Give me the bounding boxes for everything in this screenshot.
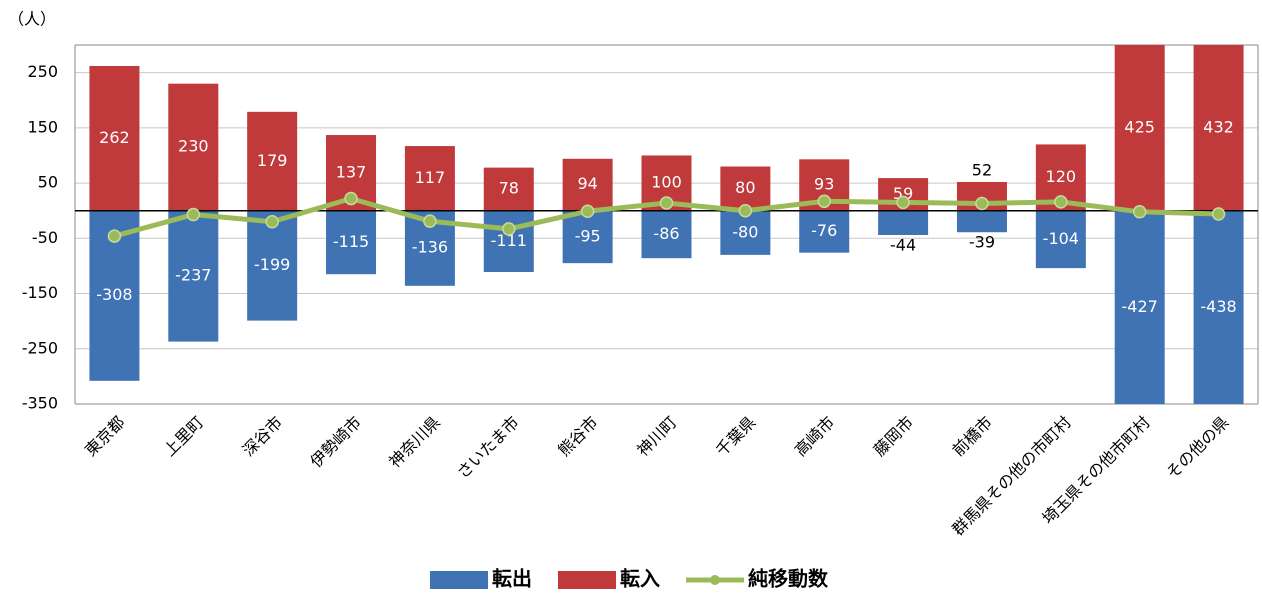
bar [956,210,1007,233]
bar [89,65,140,211]
x-tick-label: 上里町 [160,413,207,460]
x-tick-label: その他の県 [1163,413,1233,483]
data-label: 137 [336,162,367,181]
net-marker [423,214,437,228]
net-marker [186,207,201,222]
legend-label: 転出 [492,567,532,591]
data-label: -80 [732,222,758,241]
y-tick-label: 250 [27,62,58,81]
net-marker [659,196,674,210]
bar [1114,45,1165,211]
x-tick-label: さいたま市 [453,413,523,483]
data-label: -104 [1043,229,1079,248]
data-label: 80 [735,178,755,197]
bar [168,210,219,342]
data-label: 52 [972,160,992,179]
data-label: -95 [575,226,601,245]
bar [799,210,850,253]
data-label: -86 [653,224,679,243]
data-label: -136 [412,238,448,257]
x-tick-label: 神川町 [633,413,680,460]
x-tick-label: 熊谷市 [554,413,601,460]
data-label: -115 [333,232,369,251]
net-marker [265,214,279,229]
bar [404,146,455,211]
data-label: -199 [254,255,290,274]
bar [720,166,771,211]
x-tick-label: 深谷市 [239,413,286,460]
data-label: 425 [1124,117,1155,136]
net-marker [975,196,989,211]
bar [562,210,613,264]
data-label: 94 [577,174,597,193]
net-marker [1132,205,1147,219]
data-label: 230 [178,137,209,156]
y-tick-label: 150 [27,117,58,136]
x-tick-label: 伊勢崎市 [306,413,365,472]
net-marker [738,203,753,218]
x-tick-label: 前橋市 [949,413,996,460]
y-axis-label: （人） [8,10,56,29]
net-marker [896,195,910,210]
bar [1035,210,1086,269]
data-label: 117 [415,168,446,187]
bars [89,45,1244,404]
bar [326,210,377,275]
bar [720,210,771,255]
legend-key [430,571,488,589]
net-marker [502,222,516,236]
bar [483,167,534,211]
bar [1114,210,1165,404]
bar [1193,45,1244,211]
data-label: -237 [175,266,211,285]
bar [562,158,613,211]
bar [247,111,298,211]
legend-label: 純移動数 [748,567,829,591]
data-label: 262 [99,128,130,147]
bar [247,210,298,321]
bar [168,83,219,211]
bar [483,210,534,272]
y-tick-label: -50 [32,228,58,247]
legend-key [558,571,616,589]
net-marker [1211,207,1226,221]
bar [641,210,692,259]
data-label: -111 [491,231,527,250]
data-label: -308 [96,285,132,304]
net-marker [344,191,358,206]
data-label: 78 [499,179,519,198]
y-tick-label: -250 [22,338,58,357]
data-label: -438 [1200,297,1236,316]
bar [1193,210,1244,404]
x-tick-label: 神奈川県 [385,413,444,472]
y-tick-label: 50 [38,173,58,192]
net-marker [1054,195,1068,209]
data-label: 120 [1046,167,1077,186]
net-marker [580,204,595,218]
data-label: -427 [1122,297,1158,316]
data-label: 179 [257,151,288,170]
net-marker [107,229,122,243]
data-label: 100 [651,173,682,192]
x-tick-label: 藤岡市 [870,413,917,460]
data-label: -76 [811,221,837,240]
bar [878,210,929,235]
data-label: 432 [1203,117,1234,136]
net-marker [817,194,831,209]
data-label: -44 [890,235,916,254]
y-tick-label: -150 [22,283,58,302]
legend-key [710,575,720,585]
data-label: -39 [969,233,995,252]
data-label: 93 [814,175,834,194]
x-tick-label: 高崎市 [791,413,838,460]
x-tick-label: 東京都 [81,413,128,460]
x-tick-label: 千葉県 [712,413,759,460]
legend-label: 転入 [620,567,660,591]
y-tick-label: -350 [22,394,58,413]
